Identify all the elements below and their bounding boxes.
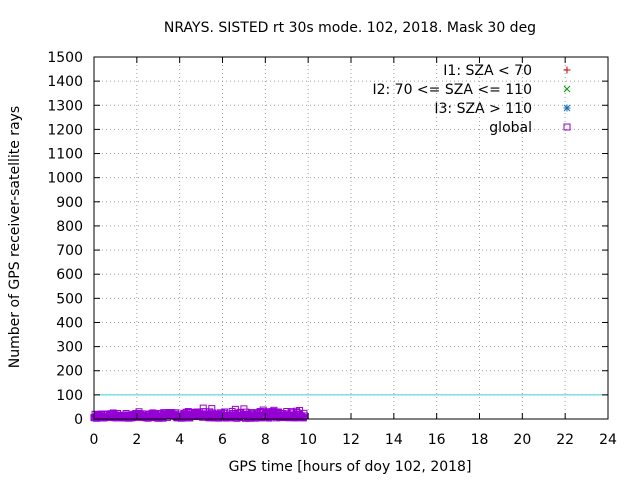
y-tick-label: 500	[56, 291, 83, 307]
x-tick-label: 24	[599, 432, 617, 448]
legend-label: I1: SZA < 70	[443, 63, 532, 79]
data-point-global	[299, 414, 307, 422]
legend-item: I3: SZA > 110	[434, 101, 571, 117]
y-tick-label: 200	[56, 364, 83, 380]
y-tick-label: 0	[74, 412, 83, 428]
y-tick-label: 1400	[47, 74, 83, 90]
legend-item: I1: SZA < 70	[443, 63, 571, 79]
data-point-global	[109, 409, 117, 417]
data-point-global	[270, 406, 278, 414]
grid	[94, 57, 608, 419]
data-point-global	[240, 405, 248, 413]
legend-marker-star	[563, 104, 571, 112]
y-tick-label: 1100	[47, 147, 83, 163]
legend-item: global	[489, 120, 571, 136]
y-tick-label: 300	[56, 340, 83, 356]
y-tick-label: 1000	[47, 171, 83, 187]
x-tick-label: 12	[342, 432, 360, 448]
data-point-global	[259, 406, 267, 414]
x-tick-label: 0	[90, 432, 99, 448]
y-tick-label: 600	[56, 267, 83, 283]
x-tick-label: 2	[132, 432, 141, 448]
legend-marker-plus	[563, 66, 571, 74]
y-tick-label: 100	[56, 388, 83, 404]
x-tick-label: 20	[513, 432, 531, 448]
y-tick-label: 400	[56, 315, 83, 331]
y-tick-label: 800	[56, 219, 83, 235]
y-tick-label: 900	[56, 195, 83, 211]
legend-label: I2: 70 <= SZA <= 110	[372, 82, 532, 98]
chart-title: NRAYS. SISTED rt 30s mode. 102, 2018. Ma…	[164, 20, 536, 36]
y-tick-label: 1500	[47, 50, 83, 66]
x-ticks: 0 2 4 6 8 10 12 14 16 18 20 22 24	[90, 57, 617, 448]
x-tick-label: 16	[428, 432, 446, 448]
legend-marker-cross	[563, 85, 571, 93]
data-point-global	[296, 407, 304, 415]
plot-area	[90, 404, 308, 422]
x-tick-label: 6	[218, 432, 227, 448]
legend-label: global	[489, 120, 532, 136]
x-tick-label: 10	[299, 432, 317, 448]
legend-marker-square	[563, 123, 571, 131]
x-tick-label: 8	[261, 432, 270, 448]
y-ticks: 0 100 200 300 400 500 600 700 800 900 1000 1100 1200…	[47, 50, 608, 428]
legend-label: I3: SZA > 110	[434, 101, 532, 117]
data-point-global	[208, 405, 216, 413]
legend: I1: SZA < 70 I2: 70 <= SZA <= 110 I3: SZA …	[372, 63, 571, 136]
data-point-global	[135, 408, 143, 416]
legend-item: I2: 70 <= SZA <= 110	[372, 82, 571, 98]
data-point-global	[231, 405, 239, 413]
x-tick-label: 22	[556, 432, 574, 448]
y-axis-label: Number of GPS receiver-satellite rays	[7, 106, 23, 368]
x-tick-label: 14	[385, 432, 403, 448]
data-point-global	[199, 404, 207, 412]
y-tick-label: 1300	[47, 98, 83, 114]
x-tick-label: 18	[471, 432, 489, 448]
y-tick-label: 1200	[47, 122, 83, 138]
x-tick-label: 4	[175, 432, 184, 448]
x-axis-label: GPS time [hours of doy 102, 2018]	[229, 459, 472, 475]
y-tick-label: 700	[56, 243, 83, 259]
